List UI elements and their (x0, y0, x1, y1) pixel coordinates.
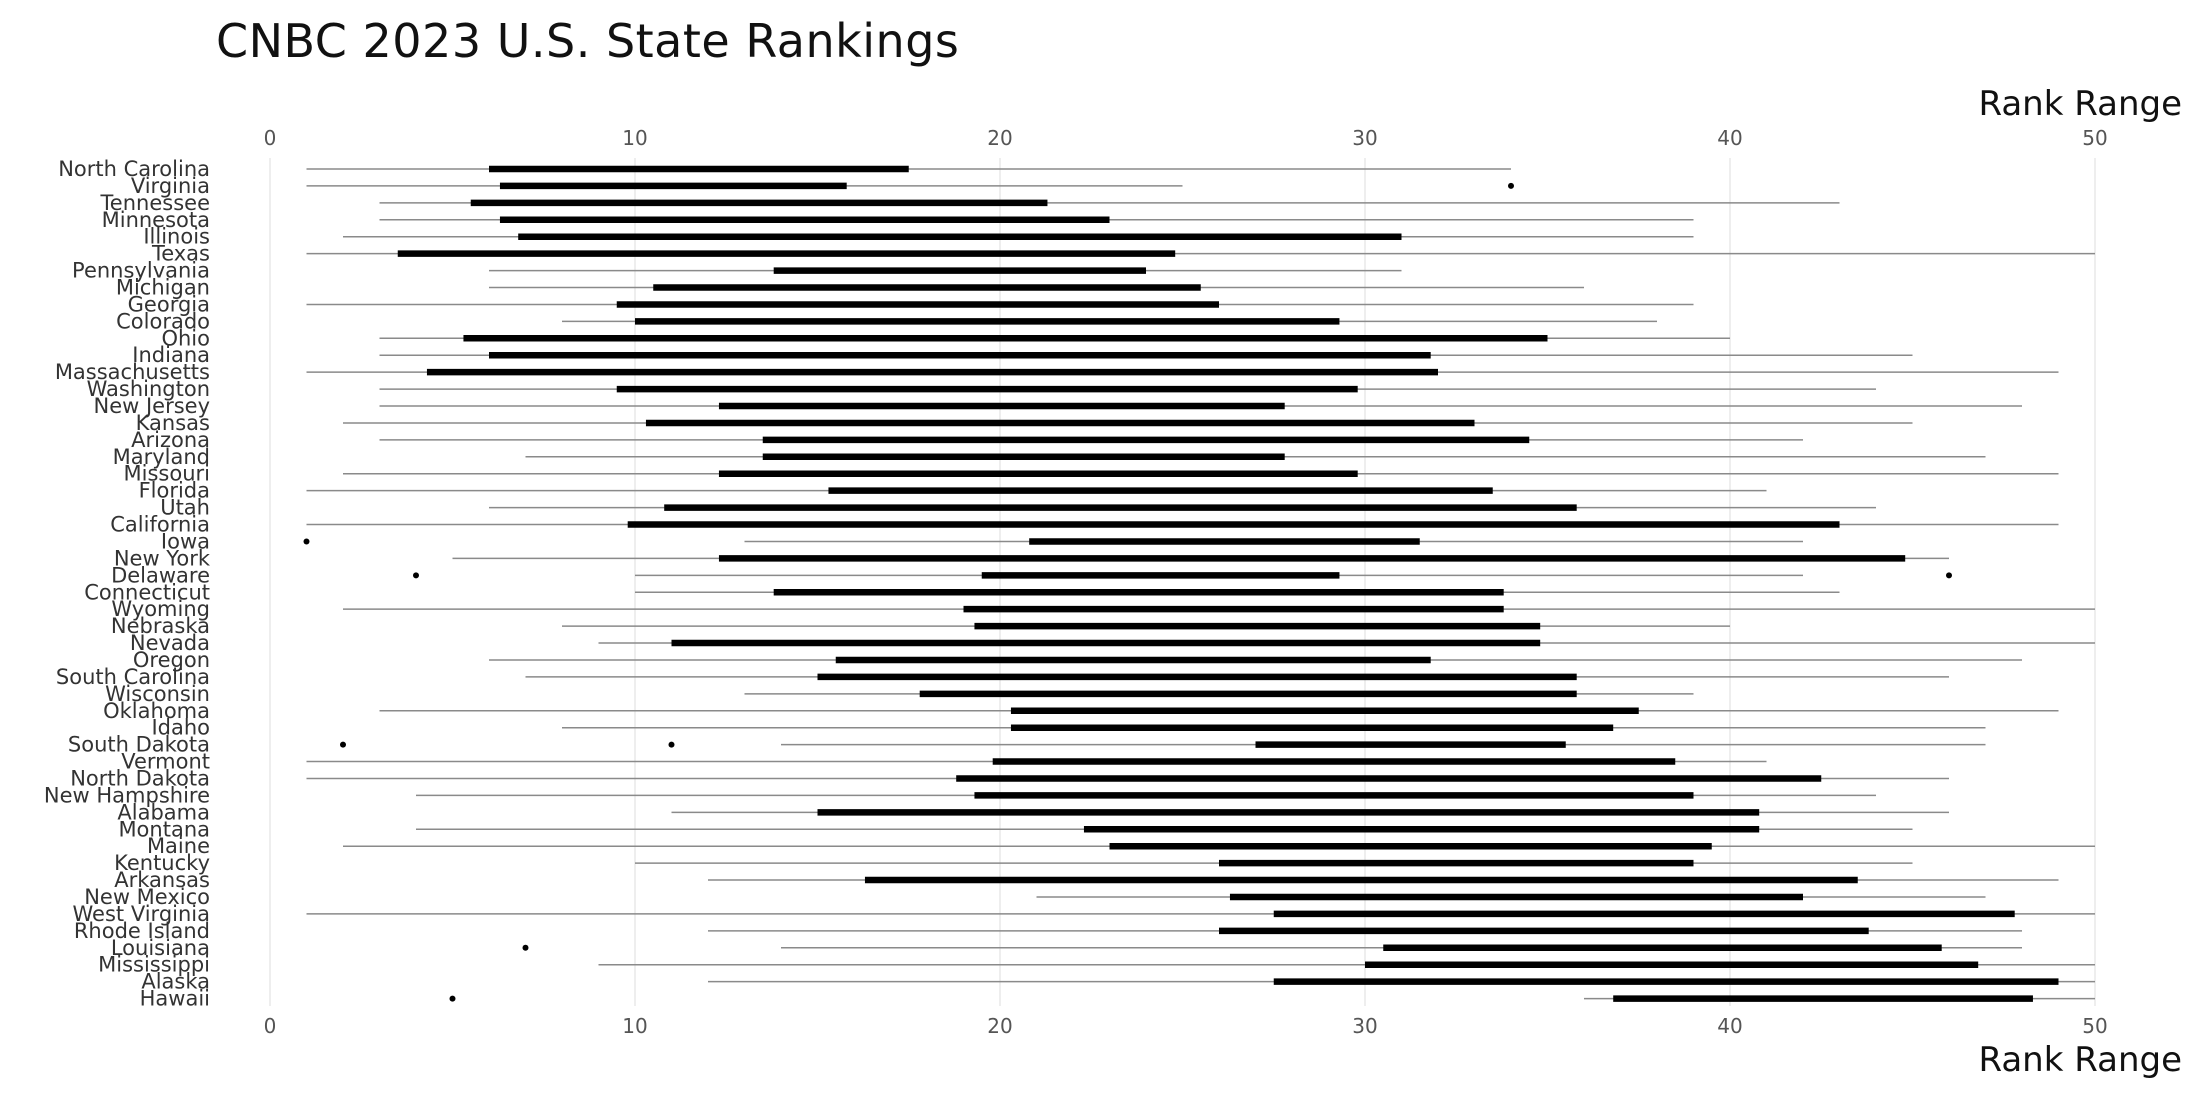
state-label-hawaii: Hawaii (140, 987, 210, 1011)
state-label-delaware: Delaware (111, 563, 210, 587)
state-label-nevada: Nevada (130, 631, 210, 655)
state-label-alaska: Alaska (141, 970, 210, 994)
grid-lines (269, 158, 2096, 1006)
state-label-california: California (110, 513, 210, 537)
outlier-delaware-1 (1946, 572, 1952, 579)
state-label-maryland: Maryland (113, 445, 210, 469)
state-label-new-york: New York (114, 546, 211, 570)
x-tick-top-50: 50 (2082, 126, 2107, 150)
state-label-alabama: Alabama (117, 800, 210, 824)
state-label-south-dakota: South Dakota (68, 733, 210, 757)
state-label-new-mexico: New Mexico (84, 885, 210, 909)
state-label-kansas: Kansas (136, 411, 210, 435)
state-label-vermont: Vermont (121, 750, 210, 774)
x-axis-title-top: Rank Range (1978, 84, 2182, 124)
x-tick-top-10: 10 (622, 126, 647, 150)
x-tick-top-0: 0 (264, 126, 277, 150)
outlier-louisiana-0 (522, 944, 529, 951)
state-label-utah: Utah (160, 496, 210, 520)
x-tick-bottom-50: 50 (2082, 1014, 2107, 1038)
x-axis-title-bottom: Rank Range (1978, 1040, 2182, 1080)
outlier-virginia-0 (1508, 182, 1514, 189)
outlier-delaware-0 (413, 572, 419, 579)
state-label-new-hampshire: New Hampshire (44, 783, 210, 807)
state-label-massachusetts: Massachusetts (55, 360, 210, 384)
state-label-ohio: Ohio (161, 326, 210, 350)
state-label-new-jersey: New Jersey (93, 394, 210, 418)
state-label-montana: Montana (118, 817, 210, 841)
state-label-colorado: Colorado (116, 309, 210, 333)
outlier-iowa-0 (303, 538, 310, 545)
chart-title: CNBC 2023 U.S. State Rankings (216, 14, 960, 68)
state-label-connecticut: Connecticut (84, 580, 210, 604)
state-label-west-virginia: West Virginia (73, 902, 210, 926)
state-label-kentucky: Kentucky (114, 851, 210, 875)
state-label-wisconsin: Wisconsin (105, 682, 210, 706)
outlier-south-dakota-1 (668, 741, 675, 748)
state-label-wyoming: Wyoming (111, 597, 210, 621)
x-tick-bottom-30: 30 (1352, 1014, 1377, 1038)
state-label-virginia: Virginia (131, 174, 210, 198)
state-label-arkansas: Arkansas (114, 868, 210, 892)
whisker-layer (306, 168, 2095, 1000)
state-label-north-carolina: North Carolina (58, 157, 210, 181)
x-tick-bottom-40: 40 (1717, 1014, 1742, 1038)
state-label-minnesota: Minnesota (102, 208, 210, 232)
outlier-south-dakota-0 (340, 741, 346, 748)
state-label-mississippi: Mississippi (98, 953, 210, 977)
x-tick-top-30: 30 (1352, 126, 1377, 150)
state-label-louisiana: Louisiana (111, 936, 210, 960)
x-tick-bottom-10: 10 (622, 1014, 647, 1038)
state-label-oregon: Oregon (133, 648, 210, 672)
state-label-michigan: Michigan (116, 276, 210, 300)
state-label-georgia: Georgia (128, 292, 210, 316)
x-tick-top-20: 20 (987, 126, 1012, 150)
x-tick-top-40: 40 (1717, 126, 1742, 150)
state-label-iowa: Iowa (161, 529, 210, 553)
state-label-illinois: Illinois (143, 225, 210, 249)
state-label-missouri: Missouri (124, 462, 210, 486)
state-label-south-carolina: South Carolina (56, 665, 210, 689)
x-tick-bottom-0: 0 (264, 1014, 277, 1038)
state-labels: North CarolinaVirginiaTennesseeMinnesota… (44, 157, 211, 1011)
state-label-idaho: Idaho (151, 716, 210, 740)
state-label-tennessee: Tennessee (100, 191, 210, 215)
state-label-oklahoma: Oklahoma (103, 699, 210, 723)
state-label-rhode-island: Rhode Island (74, 919, 210, 943)
state-label-washington: Washington (87, 377, 210, 401)
state-label-pennsylvania: Pennsylvania (72, 259, 210, 283)
state-label-texas: Texas (151, 242, 210, 266)
box-layer (397, 165, 2059, 1002)
state-label-florida: Florida (139, 479, 210, 503)
outlier-hawaii-0 (449, 995, 456, 1002)
axis-ticks: 0 0 10 10 20 20 30 30 40 40 50 50 (264, 126, 2108, 1038)
state-label-nebraska: Nebraska (111, 614, 210, 638)
x-tick-bottom-20: 20 (987, 1014, 1012, 1038)
state-label-maine: Maine (147, 834, 210, 858)
state-label-north-dakota: North Dakota (70, 766, 210, 790)
state-label-indiana: Indiana (132, 343, 210, 367)
state-label-arizona: Arizona (131, 428, 210, 452)
outlier-layer (303, 182, 1952, 1002)
